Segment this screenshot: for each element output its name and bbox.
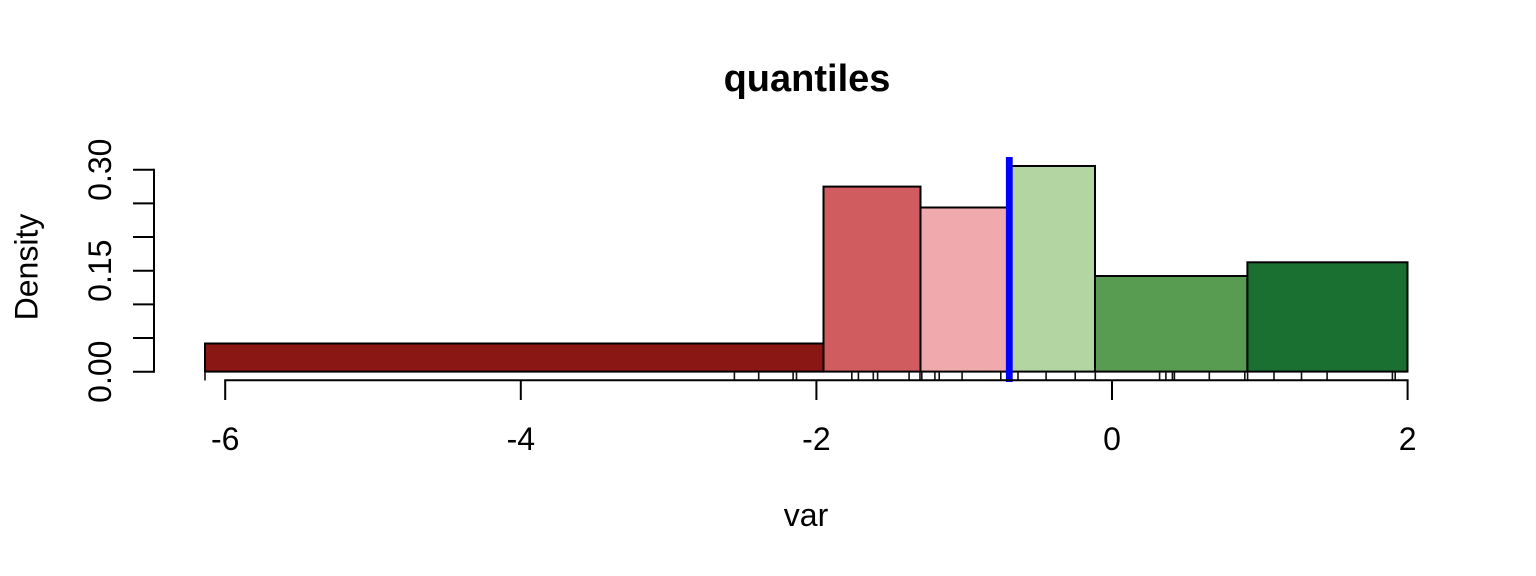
svg-text:quantiles: quantiles xyxy=(724,58,891,100)
svg-text:0: 0 xyxy=(1103,421,1121,457)
svg-text:var: var xyxy=(784,497,829,533)
svg-text:Density: Density xyxy=(9,214,45,321)
svg-text:-4: -4 xyxy=(507,421,535,457)
svg-text:0.00: 0.00 xyxy=(82,341,118,403)
svg-text:-2: -2 xyxy=(802,421,830,457)
svg-text:2: 2 xyxy=(1399,421,1417,457)
svg-text:0.15: 0.15 xyxy=(82,240,118,302)
svg-text:-6: -6 xyxy=(211,421,239,457)
svg-text:0.30: 0.30 xyxy=(82,139,118,201)
